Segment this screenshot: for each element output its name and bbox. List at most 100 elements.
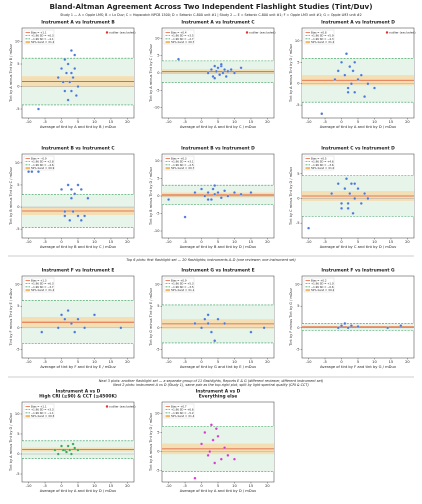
- data-point: [333, 78, 337, 81]
- legend-label: 50% band = ±1.1: [171, 288, 195, 292]
- data-point: [363, 95, 366, 98]
- x-tick-label: 5: [357, 360, 359, 364]
- data-point: [226, 69, 230, 73]
- data-point: [356, 187, 360, 190]
- data-point: [210, 68, 213, 71]
- data-point: [221, 71, 225, 75]
- legend-label: +1.96 SD = +1.0: [311, 282, 334, 286]
- x-tick-label: 0: [200, 360, 203, 364]
- data-point: [66, 62, 70, 66]
- y-axis-label: Tint by A minus Tint by C / mDuv: [149, 44, 153, 103]
- data-point: [61, 448, 65, 452]
- x-tick-label: 15: [249, 120, 254, 124]
- data-point: [37, 170, 40, 174]
- y-tick-label: 5: [297, 172, 299, 176]
- chart-title: Instrument A vs Instrument D: [321, 20, 395, 26]
- y-tick-label: -5: [156, 347, 160, 351]
- data-point: [320, 112, 324, 116]
- data-point: [350, 182, 353, 186]
- x-tick-label: 15: [249, 360, 254, 364]
- data-point: [307, 226, 310, 230]
- x-tick-label: 20: [125, 120, 130, 124]
- data-point: [68, 448, 72, 452]
- data-point: [219, 457, 223, 461]
- legend-box: [303, 155, 335, 171]
- x-tick-label: -5: [183, 120, 187, 124]
- legend-box: [23, 277, 55, 293]
- data-point: [70, 322, 73, 325]
- x-tick-label: 10: [232, 484, 237, 488]
- x-tick-label: -5: [43, 360, 47, 364]
- x-tick-label: 0: [200, 484, 203, 488]
- y-axis-label: Tint by A minus Tint by D / mDuv: [289, 44, 293, 103]
- data-point: [71, 210, 75, 213]
- annotation-marker: [105, 405, 109, 408]
- x-tick-label: -10: [166, 484, 173, 488]
- data-point: [239, 192, 243, 196]
- x-axis-label: Average of tint by A and tint by B / mDu…: [40, 125, 117, 129]
- legend-label: 50% band = ±0.7: [171, 40, 195, 44]
- legend-box: [23, 29, 55, 45]
- data-point: [203, 194, 207, 198]
- legend-label: 50% band = ±1.2: [311, 40, 335, 44]
- legend-label: Bias = +1.1: [31, 405, 47, 409]
- x-tick-label: 10: [232, 240, 237, 244]
- data-point: [70, 89, 73, 93]
- data-point: [356, 78, 360, 81]
- data-point: [233, 457, 236, 461]
- x-axis-label: Average of tint by C and tint by D / mDu…: [320, 245, 397, 249]
- y-tick-label: 0: [297, 82, 300, 86]
- data-point: [213, 192, 217, 196]
- y-axis-label: Tint by A minus Tint by B / mDuv: [9, 44, 13, 103]
- data-point: [213, 64, 217, 68]
- data-point: [345, 52, 348, 56]
- y-axis-label: Tint by A minus Tint by D / mDuv: [149, 413, 153, 472]
- chart-title: Instrument F vs Instrument E: [42, 268, 115, 274]
- data-point: [351, 69, 355, 73]
- data-point: [348, 192, 352, 195]
- y-tick-label: -5: [296, 221, 300, 225]
- legend-label: −1.96 SD = −3.5: [171, 285, 194, 289]
- x-axis-label: Average of tint by A and tint by D / mDu…: [180, 489, 257, 493]
- y-tick-label: 10: [15, 283, 20, 287]
- data-point: [216, 66, 220, 70]
- data-point: [200, 187, 203, 191]
- x-tick-label: 10: [92, 360, 97, 364]
- y-tick-label: 0: [297, 326, 300, 330]
- x-tick-label: 20: [405, 240, 410, 244]
- data-point: [203, 431, 207, 434]
- chart-title: Instrument B vs Instrument C: [41, 146, 114, 152]
- legend-label: 50% band = ±1.4: [171, 414, 195, 418]
- data-point: [216, 434, 220, 438]
- legend-label: Bias = +0.8: [311, 31, 327, 35]
- legend-label: −1.96 SD = −3.6: [311, 163, 334, 167]
- x-tick-label: 20: [405, 120, 410, 124]
- x-axis-label: Average of tint by A and tint by D / mDu…: [40, 489, 117, 493]
- data-point: [346, 326, 350, 330]
- x-tick-label: 0: [60, 240, 63, 244]
- y-tick-label: 0: [297, 196, 300, 200]
- x-tick-label: 5: [217, 240, 219, 244]
- x-tick-label: 5: [77, 484, 79, 488]
- data-point: [348, 65, 352, 68]
- x-tick-label: -5: [183, 240, 187, 244]
- legend-label: Bias = +0.3: [171, 157, 187, 161]
- data-point: [399, 324, 403, 328]
- data-point: [336, 326, 340, 330]
- data-point: [366, 82, 370, 86]
- y-tick-label: 5: [17, 62, 19, 66]
- data-point: [193, 476, 197, 480]
- legend-box: [23, 155, 55, 171]
- data-point: [83, 214, 86, 218]
- legend-label: Bias = +0.9: [171, 279, 187, 283]
- legend-label: +1.96 SD = +5.3: [171, 282, 194, 286]
- x-tick-label: 5: [217, 484, 219, 488]
- x-tick-label: 20: [265, 240, 270, 244]
- data-point: [211, 187, 215, 191]
- legend-box: [163, 155, 195, 171]
- data-point: [56, 76, 60, 79]
- data-point: [76, 317, 80, 321]
- x-tick-label: 10: [372, 120, 377, 124]
- data-point: [229, 68, 233, 71]
- legend-label: Bias = +0.2: [311, 279, 327, 283]
